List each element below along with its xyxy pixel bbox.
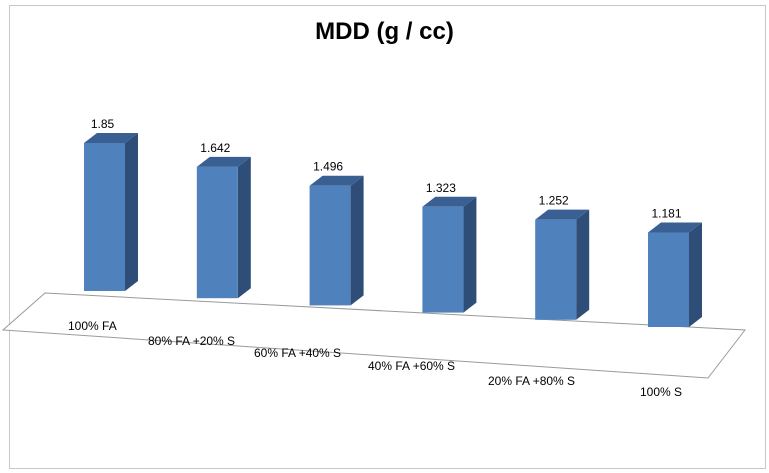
bar-1	[84, 133, 138, 291]
bar-side-face	[463, 196, 477, 313]
bar-top-face	[422, 196, 477, 207]
bar-6	[648, 222, 702, 327]
bar-top-face	[196, 156, 251, 167]
category-label-group: 100% FA 80% FA +20% S 60% FA +40% S 40% FA …	[68, 319, 682, 399]
category-label: 40% FA +60% S	[368, 359, 455, 373]
bar-2	[196, 156, 251, 299]
value-label: 1.85	[91, 117, 115, 131]
bar-3	[309, 175, 364, 306]
bar-5	[535, 209, 590, 320]
bar-top-face	[648, 222, 702, 233]
bar-top-face	[535, 209, 590, 220]
bar-side-face	[350, 175, 364, 306]
category-label: 100% S	[640, 385, 682, 399]
value-label: 1.181	[651, 207, 681, 221]
category-label: 60% FA +40% S	[254, 346, 341, 360]
bar-front-face	[648, 232, 689, 327]
value-label: 1.323	[426, 181, 456, 195]
value-label-group: 1.85 1.642 1.496 1.323 1.252 1.181	[91, 117, 682, 221]
chart-title: MDD (g / cc)	[315, 18, 454, 45]
category-label: 20% FA +80% S	[488, 374, 575, 388]
bar-front-face	[535, 219, 577, 320]
bar-group	[84, 133, 702, 327]
bar-front-face	[422, 206, 464, 313]
category-label: 100% FA	[68, 319, 117, 333]
bar-side-face	[689, 222, 702, 327]
bar-side-face	[576, 209, 590, 320]
category-label: 80% FA +20% S	[148, 334, 235, 348]
bar-top-face	[84, 133, 138, 143]
bar-4	[422, 196, 477, 313]
chart-floor	[1, 292, 746, 379]
bar-front-face	[309, 185, 351, 306]
value-label: 1.496	[313, 160, 343, 174]
value-label: 1.642	[200, 141, 230, 155]
bar-side-face	[237, 156, 251, 299]
bar-front-face	[196, 166, 238, 299]
bar-side-face	[125, 133, 138, 291]
bar-top-face	[309, 175, 364, 186]
bar-front-face	[84, 143, 125, 291]
value-label: 1.252	[539, 194, 569, 208]
